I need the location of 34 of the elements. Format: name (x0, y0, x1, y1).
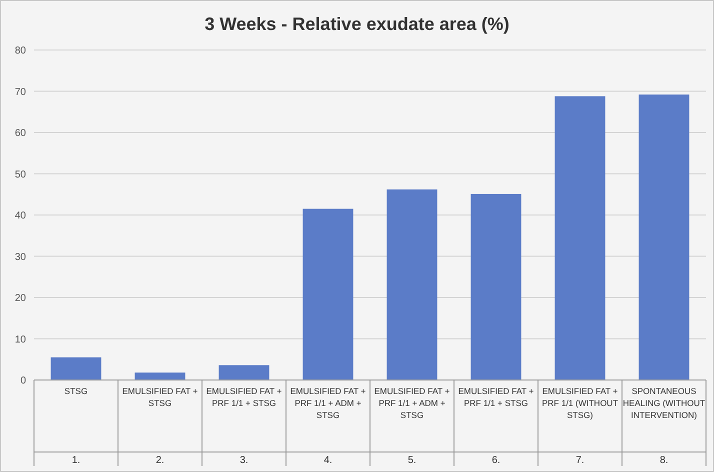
text: 3. (240, 455, 248, 466)
x-tick-label: EMULSIFIED FAT + PRF 1/1 + STSG (458, 386, 534, 408)
text: 7. (576, 455, 584, 466)
bar (218, 365, 270, 380)
x-tick-label: EMULSIFIED FAT + PRF 1/1 + ADM + STSG (290, 386, 366, 420)
y-tick-label: 50 (14, 169, 26, 180)
text: 2. (156, 455, 164, 466)
bar (302, 208, 354, 380)
x-tick-label: EMULSIFIED FAT + PRF 1/1 (WITHOUT STSG) (542, 386, 618, 420)
bar (50, 357, 102, 380)
chart-title: 3 Weeks - Relative exudate area (%) (204, 14, 510, 34)
y-tick-label: 20 (14, 293, 26, 304)
x-tick-label: STSG (64, 386, 88, 396)
y-tick-label: 0 (20, 376, 26, 386)
text: 6. (492, 455, 500, 466)
x-tick-label: EMULSIFIED FAT + PRF 1/1 + ADM + STSG (374, 386, 450, 420)
y-tick-label: 40 (14, 210, 26, 222)
x-tick-label: EMULSIFIED FAT + PRF 1/1 + STSG (206, 386, 282, 408)
text: 1. (72, 455, 80, 466)
text: 8. (660, 455, 668, 466)
bar (554, 96, 606, 380)
y-tick-label: 30 (14, 252, 26, 263)
text: 4. (324, 455, 332, 466)
y-tick-label: 70 (14, 86, 26, 98)
bar (638, 94, 690, 380)
y-tick-label: 60 (14, 128, 26, 139)
text: 5. (408, 455, 416, 466)
bar (386, 189, 438, 380)
bar (134, 372, 186, 380)
bar (470, 194, 522, 380)
x-tick-label: SPONTANEOUS HEALING (WITHOUT INTERVENTION) (622, 386, 706, 420)
y-tick-label: 10 (14, 334, 26, 346)
y-tick-label: 80 (14, 46, 26, 56)
x-tick-label: EMULSIFIED FAT + STSG (122, 386, 198, 408)
